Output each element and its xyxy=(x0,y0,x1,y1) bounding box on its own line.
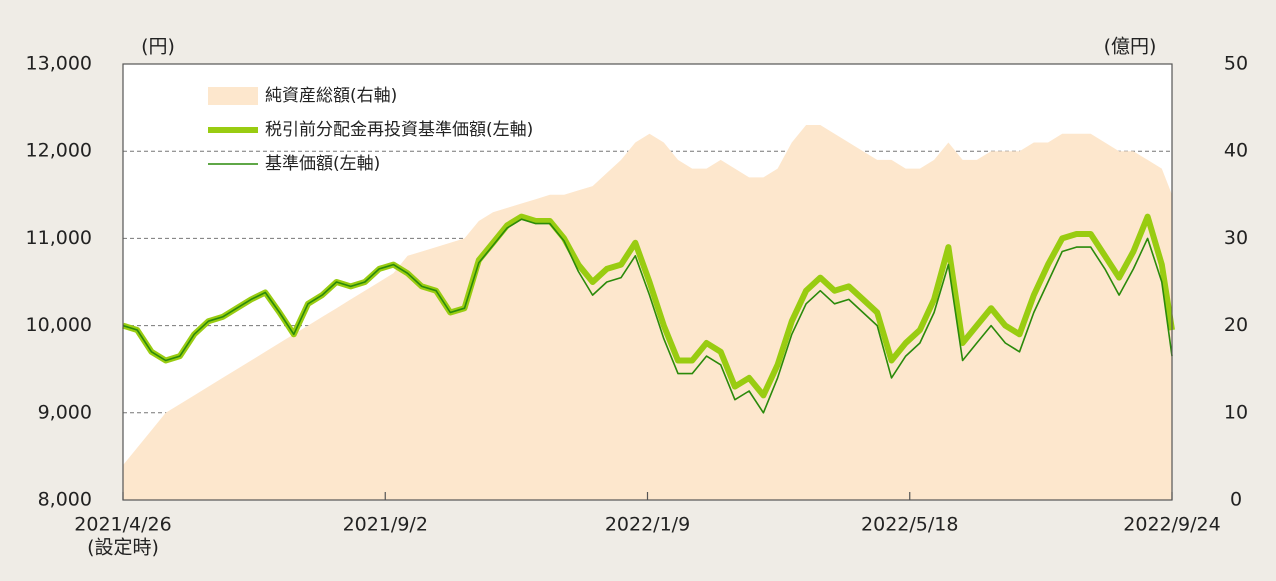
y-axis-label: (円) xyxy=(141,36,175,58)
area xyxy=(123,125,1172,500)
y-tick-label: 12,000 xyxy=(26,140,92,162)
legend-swatch xyxy=(208,87,258,105)
y-tick-label: 10,000 xyxy=(26,314,92,336)
y2-tick-label: 40 xyxy=(1224,140,1248,162)
y-tick-label: 11,000 xyxy=(26,227,92,249)
y2-tick-label: 0 xyxy=(1230,489,1242,511)
y2-tick-label: 30 xyxy=(1224,227,1248,249)
legend-label: 基準価額(左軸) xyxy=(265,154,380,174)
x-tick-label: 2022/9/24 xyxy=(1123,514,1220,536)
x-tick-label: 2022/5/18 xyxy=(861,514,958,536)
x-tick-label: 2021/9/2 xyxy=(343,514,428,536)
x-annotation: (設定時) xyxy=(87,537,159,559)
y2-axis-label: (億円) xyxy=(1104,36,1157,58)
y-tick-label: 13,000 xyxy=(26,53,92,75)
legend-label: 税引前分配金再投資基準価額(左軸) xyxy=(265,120,533,140)
plot-frame xyxy=(122,63,1173,501)
y2-tick-label: 20 xyxy=(1224,314,1248,336)
y-tick-label: 8,000 xyxy=(38,489,92,511)
legend-label: 純資産総額(右軸) xyxy=(265,86,397,106)
x-tick-label: 2022/1/9 xyxy=(605,514,690,536)
line xyxy=(122,218,1173,414)
x-tick-label: 2021/4/26 xyxy=(74,514,171,536)
y-tick-label: 9,000 xyxy=(38,401,92,423)
y2-tick-label: 10 xyxy=(1224,401,1248,423)
y2-tick-label: 50 xyxy=(1224,53,1248,75)
